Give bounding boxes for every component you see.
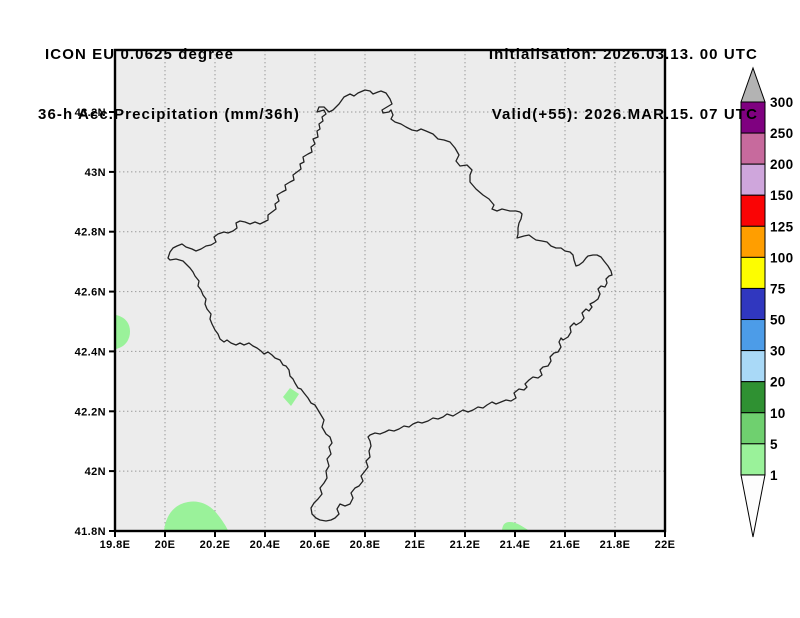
x-tick-label: 20.8E <box>350 539 381 551</box>
x-tick-label: 20E <box>155 539 176 551</box>
x-tick-label: 21E <box>405 539 426 551</box>
x-tick-label: 20.4E <box>250 539 281 551</box>
header-right: Initialisation: 2026.03.13. 00 UTC Valid… <box>489 5 758 165</box>
colorbar-segment <box>740 256 766 289</box>
colorbar-label: 1 <box>770 468 778 483</box>
kosovo-border <box>167 89 613 522</box>
y-tick-label: 42.6N <box>75 287 106 299</box>
y-tick-label: 42.4N <box>75 346 106 358</box>
precip-patch-border-diamond <box>283 388 299 406</box>
precip-patch-southwest <box>164 501 228 531</box>
colorbar-label: 150 <box>770 188 793 203</box>
colorbar-label: 30 <box>770 344 786 359</box>
colorbar-segment <box>740 319 766 352</box>
colorbar-label: 75 <box>770 281 786 296</box>
colorbar-label: 250 <box>770 126 793 141</box>
colorbar-label: 5 <box>770 437 778 452</box>
colorbar-segment <box>740 350 766 383</box>
y-tick-label: 41.8N <box>75 526 106 538</box>
header-left: ICON EU 0.0625 degree 36-h Acc.Precipita… <box>38 5 300 165</box>
colorbar-label: 300 <box>770 95 793 110</box>
colorbar-segment <box>740 381 766 414</box>
colorbar-segment <box>740 443 766 476</box>
colorbar-segment <box>740 194 766 227</box>
precip-patch-southeast <box>502 522 529 531</box>
colorbar-label: 125 <box>770 219 794 234</box>
x-tick-label: 21.8E <box>600 539 631 551</box>
y-tick-label: 43N <box>85 167 106 179</box>
colorbar-segment <box>740 287 766 321</box>
colorbar-label: 10 <box>770 406 786 421</box>
colorbar-label: 50 <box>770 313 786 328</box>
model-title: ICON EU 0.0625 degree <box>45 46 235 63</box>
colorbar-segment <box>740 132 766 165</box>
colorbar-arrow-under <box>740 474 766 538</box>
x-tick-label: 21.6E <box>550 539 581 551</box>
colorbar-segment <box>740 412 766 445</box>
product-title: 36-h Acc.Precipitation (mm/36h) <box>38 106 300 123</box>
colorbar-segment <box>740 163 766 196</box>
x-tick-label: 21.4E <box>500 539 531 551</box>
colorbar-label: 100 <box>770 250 793 265</box>
x-tick-label: 22E <box>655 539 676 551</box>
precip-patch-west-edge <box>116 315 130 349</box>
colorbar-segment <box>740 101 766 134</box>
colorbar-label: 200 <box>770 157 793 172</box>
plot-frame <box>113 48 667 533</box>
x-tick-label: 20.2E <box>200 539 231 551</box>
y-tick-label: 42.2N <box>75 406 106 418</box>
colorbar-label: 20 <box>770 375 786 390</box>
init-time: Initialisation: 2026.03.13. 00 UTC <box>488 46 758 63</box>
y-tick-label: 42N <box>85 466 106 478</box>
y-tick-label: 43.2N <box>75 107 106 119</box>
colorbar-segment <box>740 225 766 258</box>
y-tick-label: 42.8N <box>75 227 106 239</box>
x-tick-label: 20.6E <box>300 539 331 551</box>
x-tick-label: 19.8E <box>100 539 131 551</box>
valid-time: Valid(+55): 2026.MAR.15. 07 UTC <box>491 106 758 123</box>
x-tick-label: 21.2E <box>450 539 481 551</box>
plot-background <box>115 50 665 531</box>
